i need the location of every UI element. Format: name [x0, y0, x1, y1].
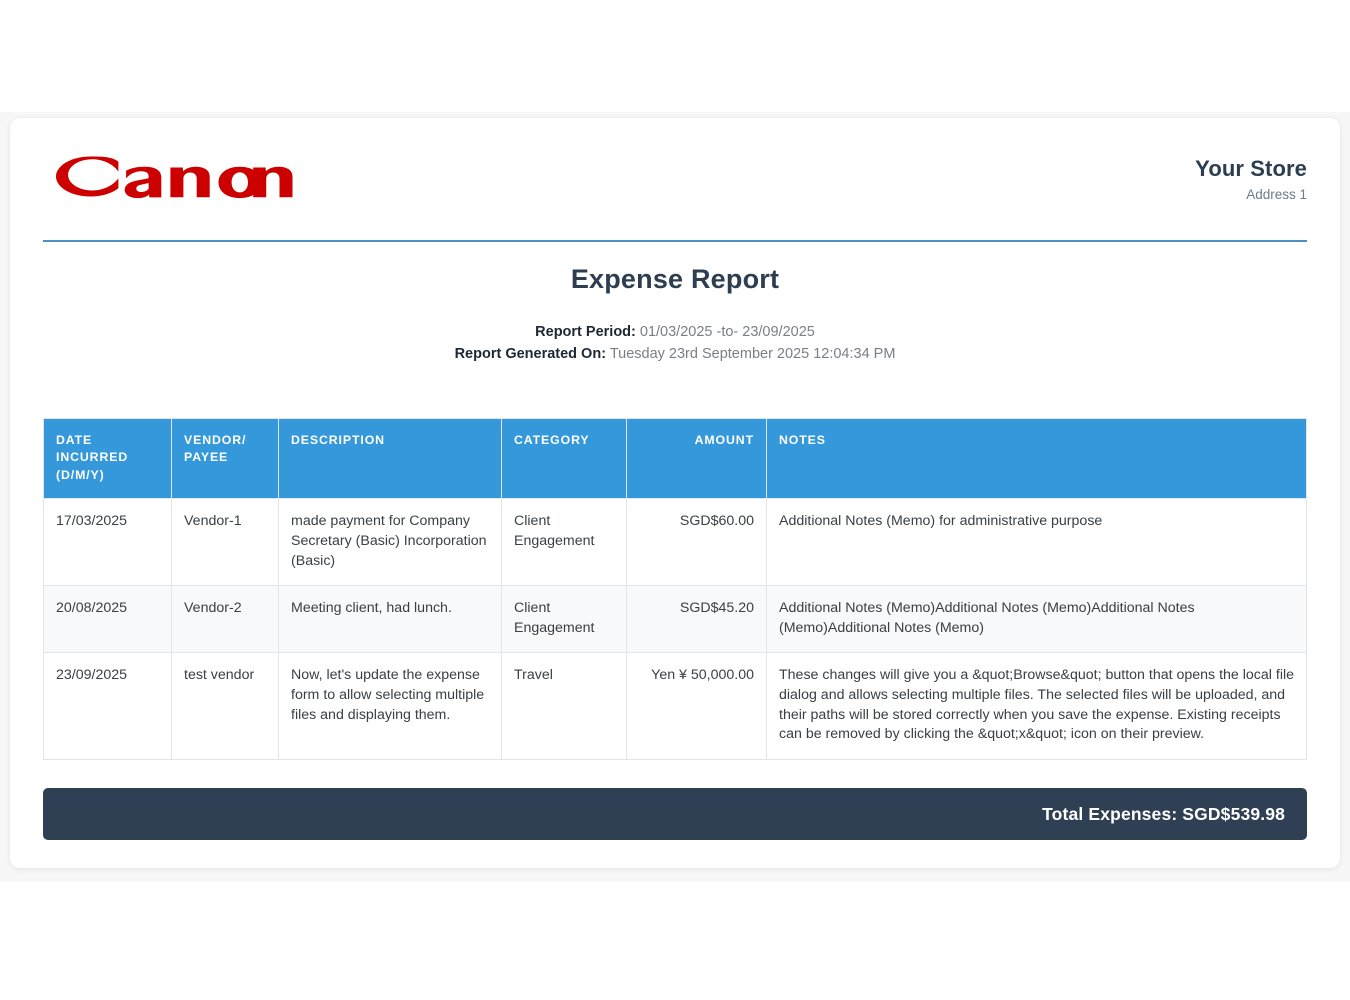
report-generated-label: Report Generated On: [454, 346, 607, 363]
expense-table-wrapper: DATE INCURRED (D/M/Y) VENDOR/ PAYEE DESC… [43, 417, 1307, 760]
report-generated-line: Report Generated On: Tuesday 23rd Septem… [43, 343, 1307, 365]
report-period-line: Report Period: 01/03/2025 -to- 23/09/202… [43, 321, 1307, 343]
store-info: Your Store Address 1 [1195, 148, 1307, 202]
expense-table-head: DATE INCURRED (D/M/Y) VENDOR/ PAYEE DESC… [43, 417, 1307, 500]
header-divider [43, 240, 1307, 242]
total-expenses-bar: Total Expenses: SGD$539.98 [43, 788, 1307, 840]
report-period-label: Report Period: [535, 324, 636, 340]
cell-notes: Additional Notes (Memo)Additional Notes … [766, 585, 1307, 654]
cell-date: 20/08/2025 [43, 585, 172, 654]
report-meta: Report Period: 01/03/2025 -to- 23/09/202… [43, 321, 1307, 366]
store-name: Your Store [1195, 156, 1307, 181]
column-header-date-line1: DATE [56, 433, 93, 447]
column-header-notes: NOTES [766, 417, 1307, 500]
cell-category: Client Engagement [501, 498, 627, 587]
column-header-vendor: VENDOR/ PAYEE [171, 417, 279, 500]
report-generated-value: Tuesday 23rd September 2025 12:04:34 PM [609, 346, 896, 363]
table-header-row: DATE INCURRED (D/M/Y) VENDOR/ PAYEE DESC… [43, 417, 1307, 500]
cell-description: made payment for Company Secretary (Basi… [278, 498, 502, 587]
column-header-date-line3: (D/M/Y) [56, 467, 105, 482]
table-row: 17/03/2025 Vendor-1 made payment for Com… [43, 498, 1307, 587]
canon-logo [43, 150, 293, 202]
cell-description: Meeting client, had lunch. [278, 585, 502, 654]
title-block: Expense Report Report Period: 01/03/2025… [43, 264, 1307, 366]
column-header-description: DESCRIPTION [278, 417, 502, 500]
cell-category: Client Engagement [501, 585, 627, 654]
column-header-vendor-line1: VENDOR/ [184, 433, 247, 447]
column-header-vendor-line2: PAYEE [184, 450, 229, 465]
cell-vendor: Vendor-2 [171, 585, 279, 654]
table-row: 20/08/2025 Vendor-2 Meeting client, had … [43, 585, 1307, 654]
cell-notes: Additional Notes (Memo) for administrati… [766, 498, 1307, 587]
column-header-date-line2: INCURRED [56, 450, 129, 465]
report-period-value: 01/03/2025 -to- 23/09/2025 [639, 324, 815, 340]
page-title: Expense Report [570, 264, 780, 294]
column-header-amount: AMOUNT [626, 417, 767, 500]
cell-category: Travel [501, 652, 627, 760]
column-header-category: CATEGORY [501, 417, 627, 500]
table-row: 23/09/2025 test vendor Now, let's update… [43, 652, 1307, 760]
report-card: Your Store Address 1 Expense Report Repo… [10, 118, 1340, 868]
cell-amount: Yen ¥ 50,000.00 [626, 652, 767, 760]
total-expenses-text: Total Expenses: SGD$539.98 [1042, 803, 1285, 824]
column-header-date: DATE INCURRED (D/M/Y) [43, 417, 172, 500]
report-header: Your Store Address 1 [43, 148, 1307, 202]
expense-table-body: 17/03/2025 Vendor-1 made payment for Com… [43, 498, 1307, 760]
cell-vendor: test vendor [171, 652, 279, 760]
cell-date: 23/09/2025 [43, 652, 172, 760]
cell-description: Now, let's update the expense form to al… [278, 652, 502, 760]
store-address: Address 1 [1246, 187, 1307, 203]
cell-amount: SGD$60.00 [626, 498, 767, 587]
cell-notes: These changes will give you a &quot;Brow… [766, 652, 1307, 760]
cell-amount: SGD$45.20 [626, 585, 767, 654]
cell-date: 17/03/2025 [43, 498, 172, 587]
expense-table: DATE INCURRED (D/M/Y) VENDOR/ PAYEE DESC… [43, 417, 1307, 760]
cell-vendor: Vendor-1 [171, 498, 279, 587]
